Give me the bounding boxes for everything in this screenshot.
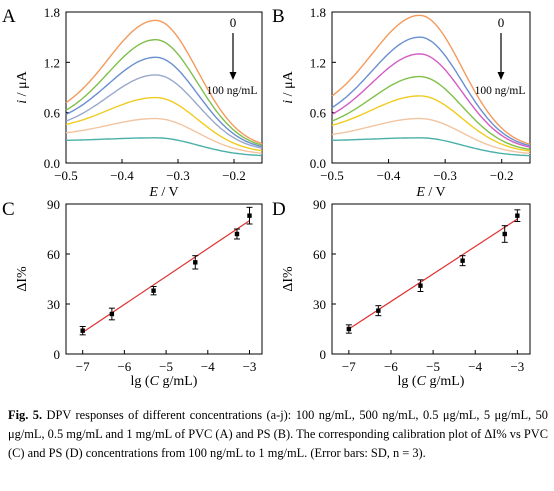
annotation-arrowhead-b: [497, 72, 505, 80]
data-point-c-2: [109, 311, 115, 317]
data-point-c-5: [234, 231, 240, 237]
dpv-curve-b-7: [332, 137, 531, 157]
plot-frame-d: [331, 203, 531, 355]
plot-frame-a: [65, 11, 263, 164]
dpv-curve-b-6: [331, 117, 531, 155]
figure-caption: Fig. 5. DPV responses of different conce…: [8, 406, 548, 463]
panel-letter-b: B: [272, 6, 285, 27]
x-axis-label-a: E / V: [148, 185, 178, 200]
plot-frame-c: [65, 203, 263, 355]
dpv-curve-b-3: [331, 53, 531, 148]
y-tick-label-c: 60: [47, 247, 60, 262]
x-tick-label-d: −5: [426, 359, 440, 374]
x-tick-label-c: −6: [117, 359, 131, 374]
x-tick-label-d: −4: [468, 359, 482, 374]
y-tick-label-c: 90: [47, 197, 60, 212]
y-tick-label-b: 1.2: [310, 55, 326, 70]
y-tick-label-d: 30: [313, 297, 326, 312]
plot-frame-b: [331, 11, 531, 164]
x-tick-label-d: −7: [342, 359, 356, 374]
x-tick-label-c: −4: [201, 359, 215, 374]
x-tick-label-d: −3: [510, 359, 524, 374]
data-point-c-3: [151, 288, 156, 293]
data-point-d-3: [418, 283, 423, 288]
dpv-curve-a-5: [65, 96, 263, 152]
x-axis-label-d: lg (C g/mL): [398, 374, 465, 389]
y-tick-label-d: 60: [313, 247, 326, 262]
x-tick-label-a: −0.2: [222, 168, 246, 183]
y-tick-label-a: 0.6: [44, 106, 61, 121]
figure: A −0.5 −0.4 −0.3 −0.2 0.0 0.6 1.2 1.8 E / V i / μA…: [2, 5, 531, 389]
x-tick-label-b: −0.2: [490, 168, 514, 183]
annotation-bottom-b: 100 ng/mL: [475, 85, 526, 97]
y-axis-label-a: i / μA: [15, 70, 30, 103]
x-tick-label-d: −6: [384, 359, 398, 374]
y-axis-label-c: ΔI%: [15, 266, 30, 292]
y-axis-label-d: ΔI%: [281, 266, 296, 292]
dpv-curve-b-4: [331, 75, 531, 151]
data-point-d-1: [346, 326, 352, 332]
dpv-curve-a-3: [65, 56, 263, 148]
x-tick-label-a: −0.5: [54, 168, 78, 183]
y-tick-label-d: 90: [313, 197, 326, 212]
annotation-bottom-a: 100 ng/mL: [207, 85, 258, 97]
dpv-curve-a-2: [65, 39, 263, 146]
x-tick-label-a: −0.4: [110, 168, 134, 183]
data-point-d-6: [515, 213, 520, 218]
y-tick-label-d: 0: [320, 347, 327, 362]
y-tick-label-b: 0.0: [310, 156, 326, 171]
dpv-curve-a-7: [66, 137, 263, 157]
y-tick-label-a: 1.8: [44, 5, 60, 20]
panel-letter-d: D: [272, 199, 286, 220]
x-tick-label-b: −0.3: [433, 168, 457, 183]
data-point-c-6: [247, 213, 252, 218]
dpv-curve-b-1: [331, 14, 531, 145]
data-point-c-1: [80, 328, 85, 333]
y-tick-label-a: 1.2: [44, 55, 60, 70]
caption-text: DPV responses of different concentration…: [8, 408, 549, 460]
data-point-c-4: [193, 260, 198, 265]
panel-letter-a: A: [2, 6, 16, 27]
fit-line-c: [82, 220, 250, 333]
y-tick-label-b: 1.8: [310, 5, 326, 20]
x-tick-label-a: −0.3: [166, 168, 190, 183]
annotation-arrowhead-a: [229, 72, 237, 80]
annotation-top-a: 0: [230, 15, 237, 30]
data-point-d-4: [460, 258, 465, 263]
x-tick-label-c: −7: [76, 359, 90, 374]
x-tick-label-c: −5: [159, 359, 173, 374]
y-tick-label-a: 0.0: [44, 156, 60, 171]
x-tick-label-b: −0.4: [377, 168, 401, 183]
dpv-curve-a-6: [65, 117, 263, 154]
x-tick-label-c: −3: [243, 359, 257, 374]
dpv-curve-b-2: [331, 36, 531, 147]
dpv-curve-b-5: [331, 95, 531, 152]
annotation-top-b: 0: [498, 15, 505, 30]
x-axis-label-b: E / V: [415, 185, 445, 200]
fit-line-d: [348, 218, 518, 330]
x-axis-label-c: lg (C g/mL): [131, 374, 198, 389]
x-tick-label-b: −0.5: [320, 168, 344, 183]
dpv-curve-a-4: [65, 74, 263, 149]
y-tick-label-b: 0.6: [310, 106, 327, 121]
panel-letter-c: C: [2, 199, 15, 220]
y-tick-label-c: 30: [47, 297, 60, 312]
y-axis-label-b: i / μA: [281, 70, 296, 103]
data-point-d-5: [502, 231, 507, 237]
caption-label: Fig. 5.: [8, 408, 43, 422]
dpv-curve-a-1: [65, 19, 263, 145]
data-point-d-2: [376, 308, 381, 313]
y-tick-label-c: 0: [54, 347, 61, 362]
